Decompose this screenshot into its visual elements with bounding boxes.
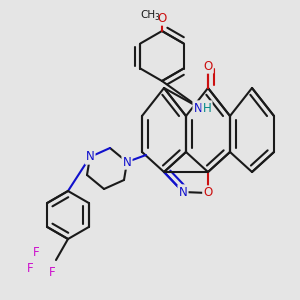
Text: 3: 3 (154, 13, 159, 22)
Text: F: F (49, 266, 55, 278)
Text: N: N (178, 185, 188, 199)
Text: CH: CH (140, 10, 156, 20)
Text: O: O (158, 11, 166, 25)
Text: O: O (203, 59, 213, 73)
Text: O: O (203, 187, 213, 200)
Text: N: N (123, 155, 131, 169)
Text: F: F (33, 245, 39, 259)
Text: F: F (27, 262, 33, 275)
Text: N: N (194, 101, 202, 115)
Text: N: N (85, 151, 94, 164)
Text: H: H (202, 101, 211, 115)
